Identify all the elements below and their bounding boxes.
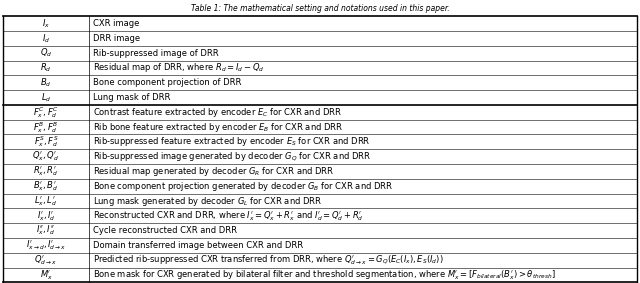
Text: $Q_d$: $Q_d$ <box>40 47 52 59</box>
Text: $Q_{d\rightarrow x}^{\prime}$: $Q_{d\rightarrow x}^{\prime}$ <box>35 254 58 267</box>
Text: Domain transferred image between CXR and DRR: Domain transferred image between CXR and… <box>93 241 303 250</box>
Text: $I_d$: $I_d$ <box>42 32 50 45</box>
Text: Contrast feature extracted by encoder $E_C$ for CXR and DRR: Contrast feature extracted by encoder $E… <box>93 106 342 119</box>
Text: Lung mask generated by decoder $G_L$ for CXR and DRR: Lung mask generated by decoder $G_L$ for… <box>93 195 322 207</box>
Text: Reconstructed CXR and DRR, where $I_x^{\prime} = Q_x^{\prime} + R_x^{\prime}$ an: Reconstructed CXR and DRR, where $I_x^{\… <box>93 209 364 223</box>
Text: Predicted rib-suppressed CXR transferred from DRR, where $Q_{d\rightarrow x}^{\p: Predicted rib-suppressed CXR transferred… <box>93 254 444 267</box>
Text: $I_{x\rightarrow d}^{\prime}, I_{d\rightarrow x}^{\prime}$: $I_{x\rightarrow d}^{\prime}, I_{d\right… <box>26 239 66 252</box>
Text: $I_x^{\prime\prime}, I_d^{\prime\prime}$: $I_x^{\prime\prime}, I_d^{\prime\prime}$ <box>36 224 56 237</box>
Text: Residual map generated by decoder $G_R$ for CXR and DRR: Residual map generated by decoder $G_R$ … <box>93 165 334 178</box>
Text: $M_x^{\prime}$: $M_x^{\prime}$ <box>40 268 52 282</box>
Text: Bone mask for CXR generated by bilateral filter and threshold segmentation, wher: Bone mask for CXR generated by bilateral… <box>93 268 556 282</box>
Text: $Q_x^{\prime}, Q_d^{\prime}$: $Q_x^{\prime}, Q_d^{\prime}$ <box>33 150 60 163</box>
Text: $I_x$: $I_x$ <box>42 17 50 30</box>
Text: $R_x^{\prime}, R_d^{\prime}$: $R_x^{\prime}, R_d^{\prime}$ <box>33 165 59 178</box>
Text: DRR image: DRR image <box>93 34 140 43</box>
Text: Rib bone feature extracted by encoder $E_B$ for CXR and DRR: Rib bone feature extracted by encoder $E… <box>93 121 343 134</box>
Text: CXR image: CXR image <box>93 19 139 28</box>
Text: $R_d$: $R_d$ <box>40 62 52 74</box>
Text: Bone component projection of DRR: Bone component projection of DRR <box>93 78 241 87</box>
Text: Rib-suppressed image generated by decoder $G_Q$ for CXR and DRR: Rib-suppressed image generated by decode… <box>93 150 371 163</box>
Text: $B_x^{\prime}, B_d^{\prime}$: $B_x^{\prime}, B_d^{\prime}$ <box>33 179 59 193</box>
Text: $B_d$: $B_d$ <box>40 76 52 89</box>
Text: $F_x^S, F_d^S$: $F_x^S, F_d^S$ <box>33 134 58 149</box>
Text: $I_x^{\prime}, I_d^{\prime}$: $I_x^{\prime}, I_d^{\prime}$ <box>36 209 55 223</box>
Text: $F_x^B, F_d^B$: $F_x^B, F_d^B$ <box>33 120 59 134</box>
Text: $L_x^{\prime}, L_d^{\prime}$: $L_x^{\prime}, L_d^{\prime}$ <box>35 194 58 208</box>
Text: Rib-suppressed feature extracted by encoder $E_S$ for CXR and DRR: Rib-suppressed feature extracted by enco… <box>93 135 370 148</box>
Text: $L_d$: $L_d$ <box>41 91 51 104</box>
Text: Bone component projection generated by decoder $G_B$ for CXR and DRR: Bone component projection generated by d… <box>93 180 393 193</box>
Text: Residual map of DRR, where $R_d = I_d - Q_d$: Residual map of DRR, where $R_d = I_d - … <box>93 61 264 74</box>
Text: Table 1: The mathematical setting and notations used in this paper.: Table 1: The mathematical setting and no… <box>191 4 449 13</box>
Text: $F_x^C, F_d^C$: $F_x^C, F_d^C$ <box>33 105 59 120</box>
Text: Rib-suppressed image of DRR: Rib-suppressed image of DRR <box>93 49 218 58</box>
Text: Lung mask of DRR: Lung mask of DRR <box>93 93 170 102</box>
Text: Cycle reconstructed CXR and DRR: Cycle reconstructed CXR and DRR <box>93 226 237 235</box>
